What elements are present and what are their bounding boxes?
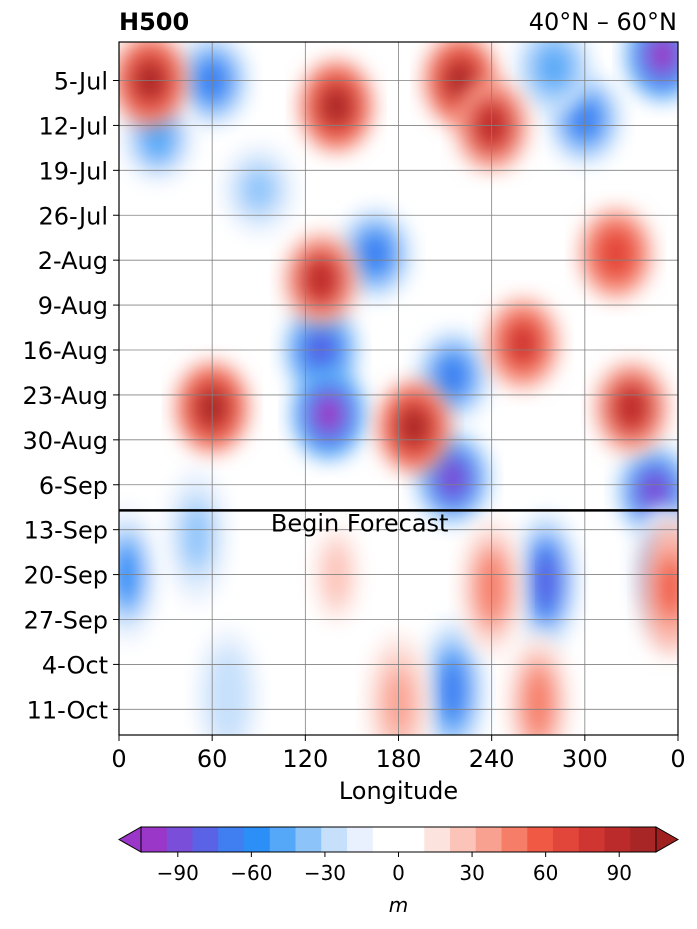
colorbar: −90 −60 −30 0 30 60 90 m: [117, 826, 680, 917]
colorbar-max-extension: [655, 826, 680, 853]
anomaly-blob: [595, 362, 668, 453]
anomaly-blob-layer: [242, 169, 275, 210]
anomaly-blob: [422, 622, 484, 735]
y-tick-label: 4-Oct: [42, 651, 108, 679]
y-tick-label: 27-Sep: [24, 607, 108, 635]
anomaly-blob: [222, 144, 295, 235]
anomaly-blob-layer: [213, 665, 242, 728]
anomaly-blob: [507, 634, 569, 735]
colorbar-swatch: [501, 827, 528, 852]
y-tick-label: 5-Jul: [54, 68, 108, 96]
anomaly-blob-layer: [141, 118, 175, 159]
x-tick-label: 240: [469, 745, 515, 773]
chart-subtitle: 40°N – 60°N: [528, 8, 677, 36]
colorbar-label: m: [389, 893, 408, 917]
colorbar-swatch: [578, 827, 605, 852]
colorbar-swatch: [244, 827, 271, 852]
forecast-annotation: Begin Forecast: [271, 509, 449, 537]
colorbar-tick-label: −60: [230, 861, 272, 885]
anomaly-blob: [339, 208, 412, 299]
chart-title: H500: [119, 8, 190, 36]
anomaly-blob-layer: [524, 672, 553, 734]
anomaly-blob: [292, 369, 365, 460]
anomaly-blob: [515, 513, 577, 649]
y-tick-label: 6-Sep: [39, 472, 108, 500]
anomaly-blob: [639, 519, 678, 656]
y-tick-label: 20-Sep: [24, 562, 108, 590]
anomaly-blob-layer: [182, 505, 211, 567]
colorbar-tick-label: 60: [533, 861, 558, 885]
colorbar-swatch: [192, 827, 219, 852]
colorbar-swatch: [424, 827, 451, 852]
colorbar-tick-label: −30: [304, 861, 346, 885]
y-tick-label: 30-Aug: [22, 427, 108, 455]
y-axis: 5-Jul 12-Jul 19-Jul 26-Jul 2-Aug 9-Aug 16-Aug 2…: [22, 68, 119, 724]
colorbar-tick-label: 0: [392, 861, 405, 885]
colorbar-tick-label: 30: [459, 861, 484, 885]
anomaly-blob-layer: [320, 85, 353, 127]
anomaly-blob-layer: [656, 556, 678, 619]
x-axis-label: Longitude: [339, 777, 458, 805]
colorbar-swatch: [295, 827, 322, 852]
x-tick-label: 0: [670, 745, 685, 773]
colorbar-swatch: [398, 827, 425, 852]
y-tick-label: 9-Aug: [38, 292, 108, 320]
colorbar-swatch: [450, 827, 477, 852]
anomaly-blob: [119, 42, 187, 126]
y-tick-label: 13-Sep: [24, 517, 108, 545]
colorbar-swatch: [321, 827, 348, 852]
y-tick-label: 16-Aug: [22, 337, 108, 365]
colorbar-swatch: [553, 827, 580, 852]
colorbar-swatch: [141, 827, 168, 852]
anomaly-blob-layer: [359, 233, 392, 274]
anomaly-blob: [166, 468, 228, 605]
colorbar-swatch: [166, 827, 193, 852]
anomaly-blob-layer: [638, 470, 671, 512]
y-tick-label: 2-Aug: [38, 247, 108, 275]
anomaly-blob-layer: [304, 259, 338, 300]
x-tick-label: 0: [111, 745, 126, 773]
anomaly-blob-layer: [397, 406, 431, 448]
colorbar-tick-label: 90: [606, 861, 631, 885]
x-tick-label: 300: [562, 745, 608, 773]
anomaly-blob: [284, 234, 357, 325]
anomaly-blob: [486, 298, 559, 389]
y-tick-label: 19-Jul: [39, 157, 109, 185]
x-tick-label: 180: [376, 745, 422, 773]
x-tick-label: 120: [282, 745, 328, 773]
colorbar-swatch: [269, 827, 296, 852]
anomaly-blob-layer: [436, 458, 470, 499]
forecast-marker: Begin Forecast: [119, 509, 678, 537]
y-tick-label: 11-Oct: [27, 696, 108, 724]
anomaly-blob-layer: [615, 387, 648, 428]
colorbar-swatch: [630, 827, 657, 852]
colorbar-swatch: [218, 827, 245, 852]
anomaly-blob: [378, 382, 451, 472]
anomaly-blob: [626, 42, 678, 100]
anomaly-blob-layer: [439, 659, 467, 721]
anomaly-blob-layer: [537, 47, 570, 88]
anomaly-blob-layer: [506, 323, 539, 364]
colorbar-swatch: [372, 827, 399, 852]
anomaly-blob: [300, 61, 373, 152]
anomaly-blob-layer: [436, 355, 470, 396]
colorbar-swatch: [604, 827, 631, 852]
y-tick-label: 26-Jul: [39, 202, 109, 230]
colorbar-tick-label: −90: [157, 861, 199, 885]
anomaly-blob-layer: [312, 393, 345, 435]
colorbar-swatch: [527, 827, 554, 852]
colorbar-swatch: [347, 827, 374, 852]
y-tick-label: 23-Aug: [22, 382, 108, 410]
x-axis: 0 60 120 180 240 300 0 Longitude: [111, 735, 686, 805]
colorbar-min-extension: [117, 826, 142, 853]
anomaly-blob-layer: [646, 42, 678, 76]
anomaly-blob: [517, 42, 590, 113]
anomaly-blob-layer: [532, 550, 560, 612]
colorbar-swatch: [475, 827, 502, 852]
y-tick-label: 12-Jul: [39, 112, 109, 140]
anomaly-blob: [579, 208, 652, 299]
anomaly-blob-layer: [599, 233, 633, 274]
x-tick-label: 60: [197, 745, 228, 773]
